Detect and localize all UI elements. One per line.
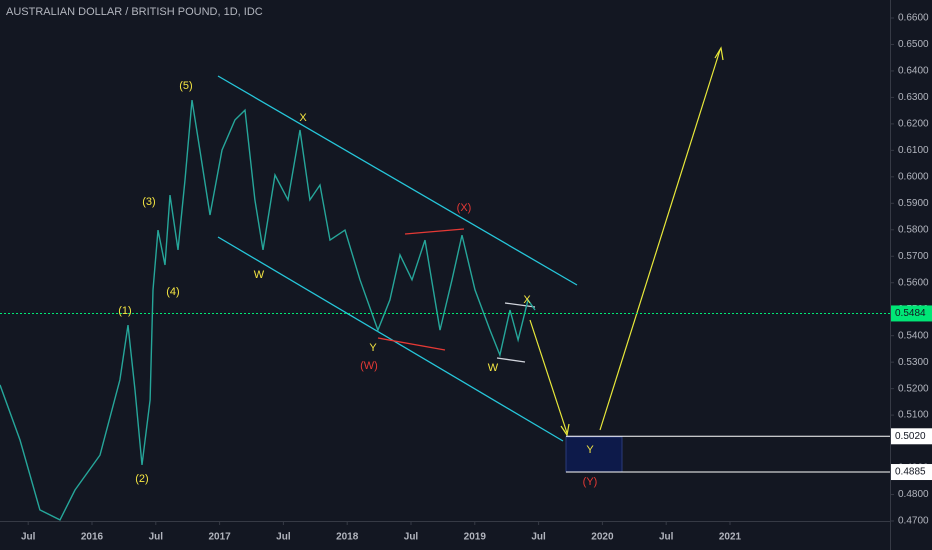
- target-label: 0.4885: [895, 467, 926, 478]
- y-tick-label: 0.5100: [898, 410, 929, 421]
- y-tick-label: 0.4700: [898, 516, 929, 527]
- y-tick-label: 0.6400: [898, 66, 929, 77]
- y-tick-label: 0.5400: [898, 330, 929, 341]
- chart-title: AUSTRALIAN DOLLAR / BRITISH POUND, 1D, I…: [6, 6, 263, 18]
- x-tick-label: 2021: [719, 532, 742, 543]
- x-tick-label: 2019: [464, 532, 487, 543]
- y-tick-label: 0.6100: [898, 145, 929, 156]
- y-tick-label: 0.6500: [898, 39, 929, 50]
- price-line: [0, 99, 536, 521]
- wave-label: Y: [369, 342, 377, 354]
- y-tick-label: 0.6300: [898, 92, 929, 103]
- x-tick-label: Jul: [404, 532, 419, 543]
- x-tick-label: 2017: [208, 532, 231, 543]
- target-label: 0.5020: [895, 431, 926, 442]
- wave-label: (3): [142, 196, 155, 208]
- x-tick-label: Jul: [531, 532, 546, 543]
- y-tick-label: 0.6000: [898, 171, 929, 182]
- x-tick-label: Jul: [149, 532, 164, 543]
- wave-label: (X): [457, 202, 472, 214]
- wave-label: Y: [586, 444, 594, 456]
- wave-label: (W): [360, 360, 378, 372]
- wave-label: (4): [166, 286, 179, 298]
- wave-line: [504, 302, 536, 308]
- wave-label: X: [299, 112, 307, 124]
- wave-label: W: [254, 269, 265, 281]
- y-tick-label: 0.5300: [898, 357, 929, 368]
- y-tick-label: 0.6200: [898, 119, 929, 130]
- target-label-box: [891, 428, 932, 445]
- x-tick-label: 2020: [591, 532, 614, 543]
- projection-arrow: [599, 49, 721, 431]
- wave-line: [377, 337, 446, 351]
- wave-line: [404, 228, 465, 235]
- x-tick-label: Jul: [21, 532, 36, 543]
- y-tick-label: 0.6600: [898, 13, 929, 24]
- y-tick-label: 0.4800: [898, 489, 929, 500]
- channel-lower: [217, 236, 564, 442]
- target-box: [565, 436, 623, 473]
- price-label-box: [891, 305, 932, 322]
- projection-arrow: [529, 319, 568, 434]
- y-tick-label: 0.5900: [898, 198, 929, 209]
- y-tick-label: 0.5600: [898, 277, 929, 288]
- wave-label: (5): [179, 80, 192, 92]
- wave-label: (2): [135, 473, 148, 485]
- wave-line: [496, 357, 526, 363]
- x-tick-label: Jul: [659, 532, 674, 543]
- y-tick-label: 0.5700: [898, 251, 929, 262]
- channel-upper: [217, 75, 578, 286]
- drawings: [217, 46, 724, 473]
- arrow-head: [714, 46, 724, 61]
- arrow-head: [560, 423, 570, 437]
- y-tick-label: 0.5200: [898, 383, 929, 394]
- wave-label: (Y): [583, 476, 598, 488]
- x-tick-label: 2016: [81, 532, 104, 543]
- price-label: 0.5484: [895, 308, 926, 319]
- wave-label: W: [488, 362, 499, 374]
- x-tick-label: Jul: [276, 532, 291, 543]
- target-label-box: [891, 464, 932, 481]
- x-tick-label: 2018: [336, 532, 359, 543]
- wave-label: (1): [118, 305, 131, 317]
- wave-label: X: [523, 294, 531, 306]
- y-tick-label: 0.5800: [898, 224, 929, 235]
